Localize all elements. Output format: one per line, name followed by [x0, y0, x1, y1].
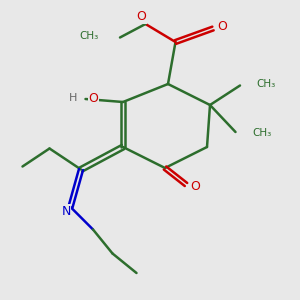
Text: CH₃: CH₃: [256, 79, 276, 89]
Text: CH₃: CH₃: [252, 128, 271, 139]
Text: N: N: [61, 205, 71, 218]
Text: CH₃: CH₃: [80, 31, 99, 41]
Text: O: O: [88, 92, 98, 105]
Text: O: O: [190, 179, 200, 193]
Text: O: O: [136, 10, 146, 23]
Text: O: O: [217, 20, 227, 34]
Text: H: H: [69, 93, 78, 103]
